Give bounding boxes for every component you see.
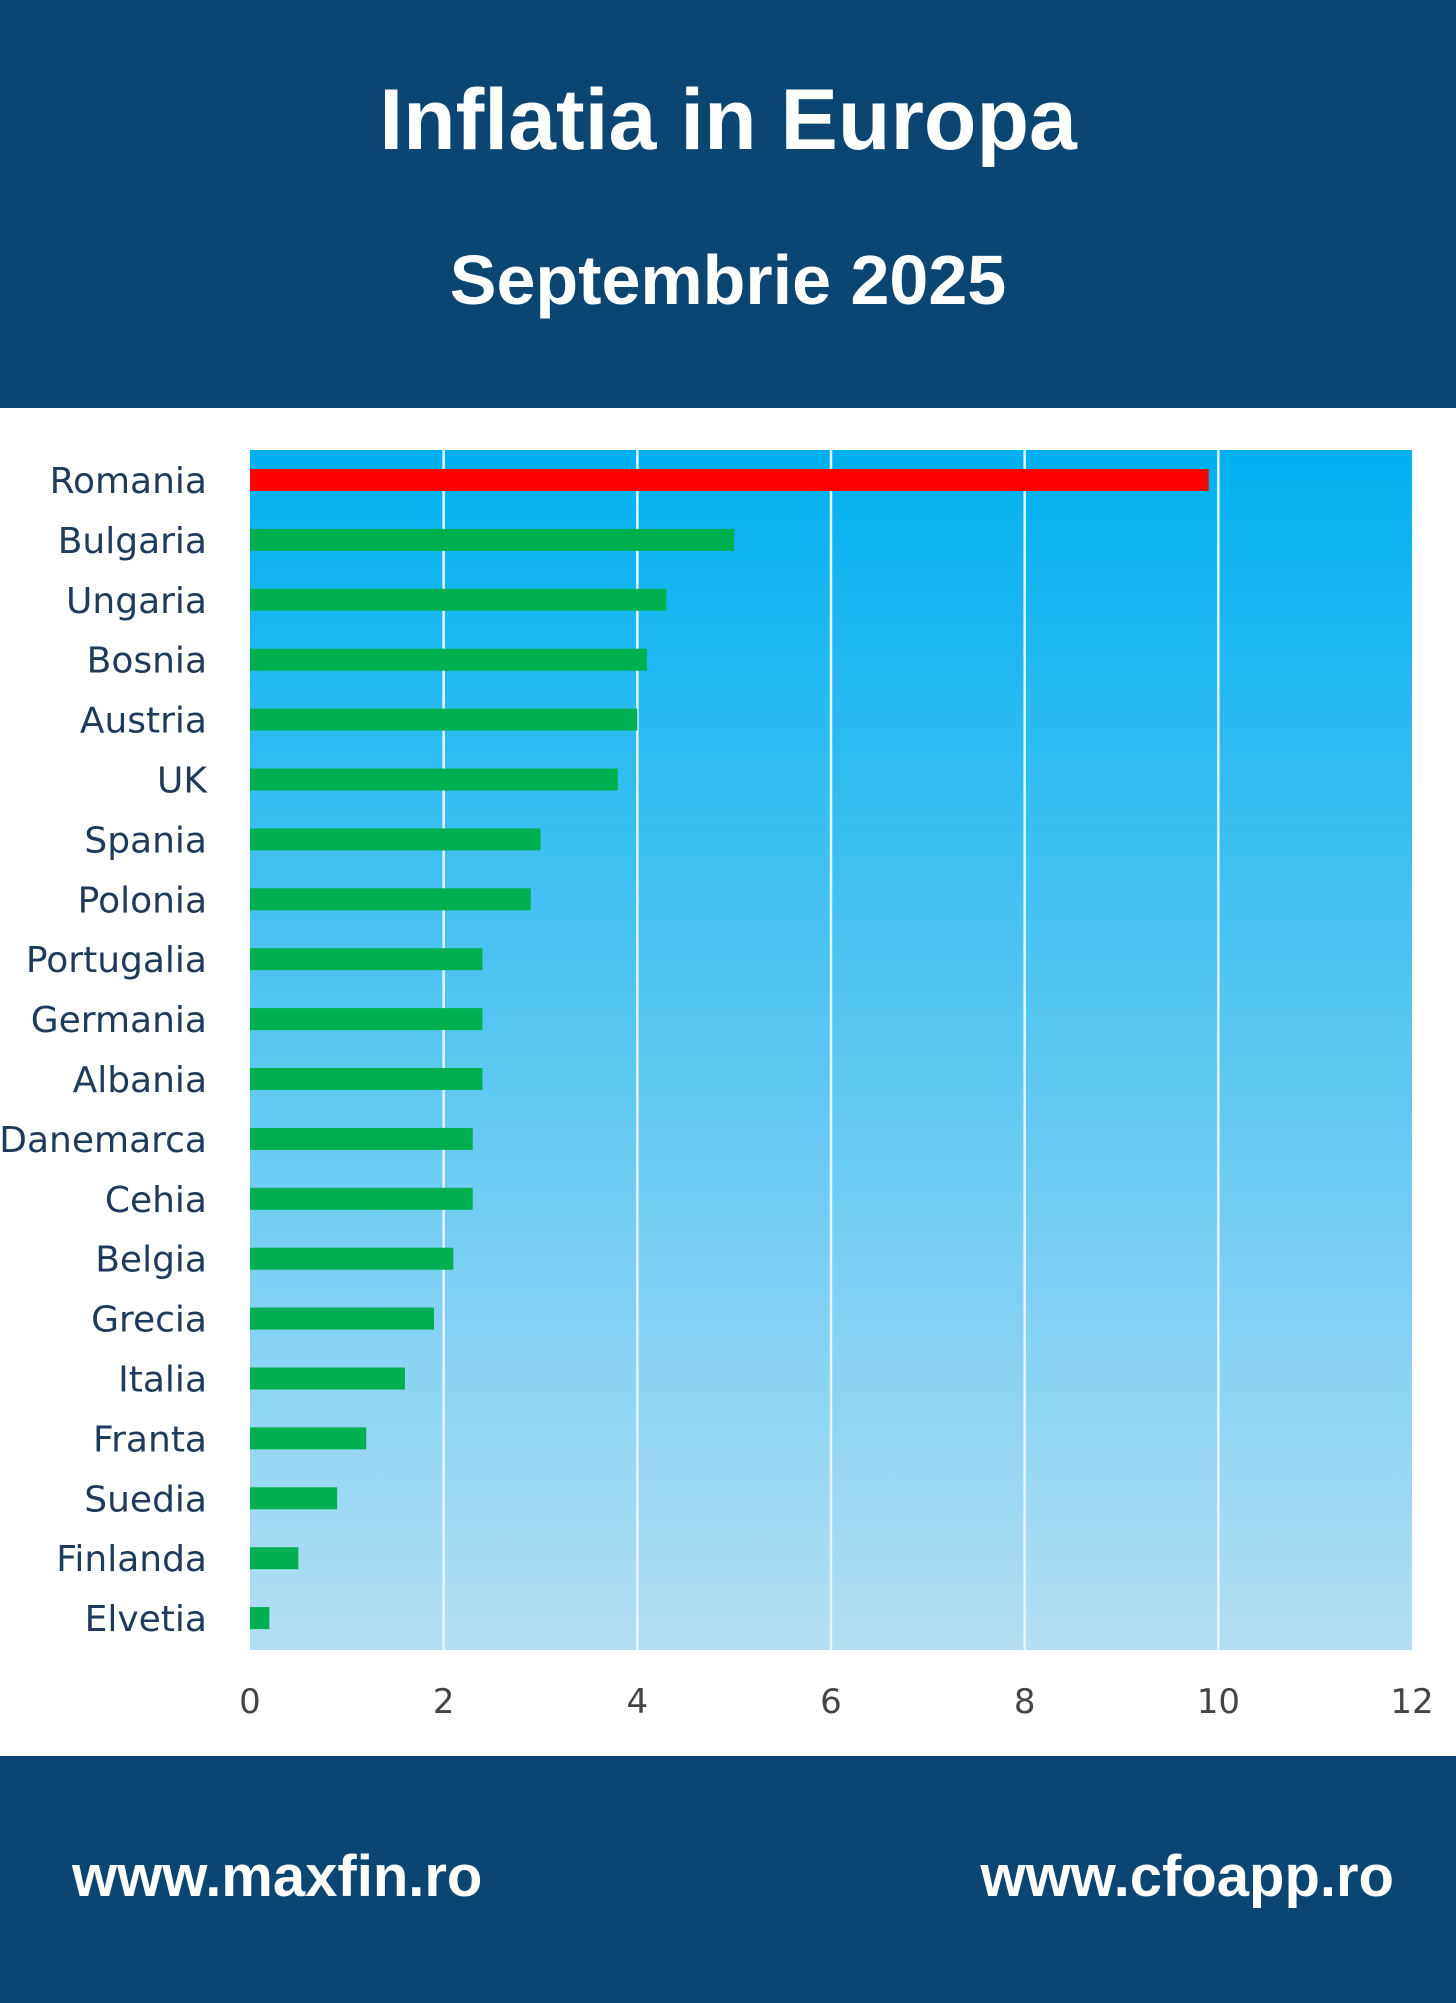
bar-portugalia xyxy=(250,948,483,971)
cfoapp-link[interactable]: www.cfoapp.ro xyxy=(980,1844,1394,1909)
bar-albania xyxy=(250,1068,483,1090)
category-label-cehia: Cehia xyxy=(105,1180,207,1221)
bar-polonia xyxy=(250,888,531,911)
category-label-belgia: Belgia xyxy=(95,1240,207,1281)
inflation-bar-chart: Romania Bulgaria Ungaria Bosnia Austria UK Spa… xyxy=(0,450,1434,1722)
category-label-italia: Italia xyxy=(118,1360,207,1401)
bar-danemarca xyxy=(250,1127,473,1150)
bar-franta xyxy=(250,1427,367,1450)
category-label-grecia: Grecia xyxy=(91,1300,207,1341)
bar-cehia xyxy=(250,1187,473,1210)
page-title: Inflatia in Europa xyxy=(379,72,1077,168)
category-label-franta: Franta xyxy=(93,1419,207,1460)
category-label-uk: UK xyxy=(157,761,208,802)
category-label-ungaria: Ungaria xyxy=(66,581,207,622)
bar-uk xyxy=(250,768,618,791)
category-label-germania: Germania xyxy=(31,1000,207,1041)
category-label-finlanda: Finlanda xyxy=(56,1539,207,1580)
category-label-albania: Albania xyxy=(73,1060,207,1101)
bar-romania xyxy=(250,469,1209,491)
category-label-bulgaria: Bulgaria xyxy=(58,521,207,562)
footer-banner: www.maxfin.ro www.cfoapp.ro xyxy=(0,1756,1456,2003)
x-tick-label: 4 xyxy=(627,1682,649,1722)
x-tick-label: 0 xyxy=(239,1682,261,1722)
x-tick-label: 12 xyxy=(1390,1682,1433,1722)
bar-suedia xyxy=(250,1487,338,1510)
x-tick-label: 2 xyxy=(433,1682,455,1722)
bar-bulgaria xyxy=(250,528,735,551)
bar-finlanda xyxy=(250,1547,299,1570)
category-label-polonia: Polonia xyxy=(78,880,207,921)
bar-italia xyxy=(250,1367,405,1390)
x-tick-label: 6 xyxy=(820,1682,842,1722)
bar-grecia xyxy=(250,1307,434,1330)
bar-ungaria xyxy=(250,588,667,611)
page-subtitle: Septembrie 2025 xyxy=(449,241,1007,319)
maxfin-link[interactable]: www.maxfin.ro xyxy=(72,1844,483,1909)
category-label-austria: Austria xyxy=(80,701,207,742)
bar-germania xyxy=(250,1008,483,1031)
category-label-portugalia: Portugalia xyxy=(26,940,207,981)
bar-belgia xyxy=(250,1247,454,1270)
x-tick-label: 8 xyxy=(1014,1682,1036,1722)
bar-bosnia xyxy=(250,648,648,671)
bar-spania xyxy=(250,828,541,851)
category-label-romania: Romania xyxy=(50,461,207,502)
category-label-bosnia: Bosnia xyxy=(87,641,207,682)
category-label-danemarca: Danemarca xyxy=(0,1120,207,1161)
header-banner: Inflatia in Europa Septembrie 2025 xyxy=(0,0,1456,408)
bar-austria xyxy=(250,708,638,731)
bar-elvetia xyxy=(250,1607,270,1630)
category-label-spania: Spania xyxy=(84,820,207,861)
category-label-suedia: Suedia xyxy=(84,1479,207,1520)
category-label-elvetia: Elvetia xyxy=(85,1599,207,1640)
x-tick-label: 10 xyxy=(1197,1682,1240,1722)
